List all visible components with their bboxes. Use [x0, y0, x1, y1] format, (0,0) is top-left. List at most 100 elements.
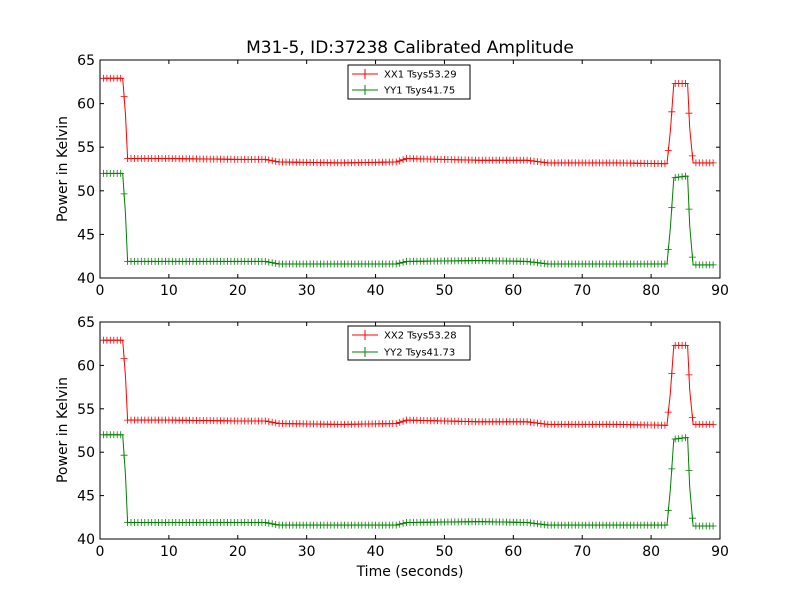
- x-tick-label: 60: [504, 544, 522, 560]
- data-point-marker: [261, 155, 269, 163]
- x-tick-label: 60: [504, 283, 522, 299]
- y-tick-label: 45: [77, 489, 95, 505]
- legend-box: [347, 325, 471, 361]
- x-tick-label: 90: [711, 544, 729, 560]
- data-point-marker: [392, 521, 400, 529]
- data-point-marker: [396, 157, 404, 165]
- legend-label-xx2: XX2 Tsys53.28: [384, 331, 457, 342]
- legend-entry-xx2: XX2 Tsys53.28: [352, 330, 457, 342]
- legend-marker-xx2: [360, 330, 370, 340]
- data-point-marker: [709, 420, 717, 428]
- series-markers: [99, 336, 717, 429]
- subplot-bottom-ticks: 0 10 20 30 40 50 60 70 80 90 40 45 50 55 60 65: [77, 315, 729, 560]
- data-point-marker: [537, 158, 545, 166]
- data-point-marker: [664, 507, 672, 514]
- data-point-marker: [399, 258, 407, 266]
- data-point-marker: [399, 417, 407, 425]
- data-point-marker: [396, 418, 404, 426]
- figure-title: M31-5, ID:37238 Calibrated Amplitude: [246, 38, 574, 58]
- data-point-marker: [668, 204, 676, 211]
- legend-marker-xx1: [360, 69, 370, 79]
- y-tick-label: 40: [77, 271, 95, 287]
- data-point-marker: [675, 173, 683, 181]
- data-point-marker: [530, 258, 538, 266]
- data-point-marker: [268, 157, 276, 165]
- data-point-marker: [117, 336, 125, 344]
- subplot-top-series: [99, 74, 717, 269]
- data-point-marker: [533, 259, 541, 267]
- legend-label-yy2: YY2 Tsys41.73: [383, 348, 455, 359]
- x-tick-label: 30: [298, 544, 316, 560]
- data-point-marker: [709, 159, 717, 167]
- x-tick-label: 70: [573, 544, 591, 560]
- data-point-marker: [661, 521, 669, 529]
- x-tick-label: 50: [436, 283, 454, 299]
- data-point-marker: [120, 355, 128, 362]
- data-point-marker: [117, 74, 125, 82]
- x-tick-label: 80: [642, 283, 660, 299]
- data-point-marker: [265, 258, 273, 266]
- x-tick-label: 20: [229, 283, 247, 299]
- x-tick-label: 20: [229, 544, 247, 560]
- series-markers: [99, 431, 717, 530]
- x-tick-label: 30: [298, 283, 316, 299]
- data-point-marker: [261, 519, 269, 526]
- legend-label-yy1: YY1 Tsys41.75: [383, 86, 455, 97]
- x-axis-label: Time (seconds): [356, 564, 464, 580]
- x-tick-label: 80: [642, 544, 660, 560]
- data-point-marker: [688, 253, 696, 261]
- data-point-marker: [661, 160, 669, 168]
- data-point-marker: [688, 514, 696, 522]
- data-point-marker: [688, 414, 696, 421]
- x-tick-label: 70: [573, 283, 591, 299]
- data-point-marker: [661, 260, 669, 268]
- data-point-marker: [668, 370, 676, 378]
- data-point-marker: [392, 420, 400, 428]
- data-point-marker: [272, 259, 280, 267]
- data-point-marker: [272, 521, 280, 528]
- subplot-bottom-frame: [99, 321, 721, 540]
- data-point-marker: [265, 519, 273, 527]
- data-point-marker: [399, 519, 407, 527]
- data-point-marker: [392, 158, 400, 166]
- data-point-marker: [685, 205, 693, 213]
- data-point-marker: [120, 93, 128, 101]
- data-point-marker: [117, 169, 125, 177]
- data-point-marker: [120, 190, 128, 198]
- data-point-marker: [709, 261, 717, 269]
- subplot-top-legend: XX1 Tsys53.29 YY1 Tsys41.75: [347, 64, 471, 100]
- y-tick-label: 45: [77, 227, 95, 243]
- legend-entry-yy1: YY1 Tsys41.75: [352, 85, 455, 97]
- x-tick-label: 0: [96, 283, 105, 299]
- data-point-marker: [392, 260, 400, 268]
- data-point-marker: [523, 418, 531, 426]
- subplot-top-frame: [99, 59, 721, 279]
- y-tick-label: 50: [77, 184, 95, 200]
- x-tick-label: 10: [160, 544, 178, 560]
- y-tick-label: 40: [77, 532, 95, 548]
- data-point-marker: [396, 520, 404, 528]
- data-point-marker: [268, 259, 276, 267]
- data-point-marker: [678, 173, 686, 181]
- data-point-marker: [682, 341, 690, 349]
- data-point-marker: [668, 108, 676, 116]
- data-point-marker: [682, 172, 690, 180]
- data-point-marker: [709, 522, 717, 530]
- data-point-marker: [530, 157, 538, 165]
- subplot-top: 0 10 20 30 40 50 60 70 80 90 40 45 50 55 60 65 Power in…: [55, 53, 729, 299]
- subplot-bottom-series: [99, 336, 717, 530]
- x-tick-label: 40: [367, 544, 385, 560]
- subplot-top-ylabel: Power in Kelvin: [55, 116, 71, 222]
- data-point-marker: [664, 245, 672, 253]
- x-tick-label: 90: [711, 283, 729, 299]
- data-point-marker: [396, 259, 404, 267]
- x-tick-label: 0: [96, 544, 105, 560]
- x-tick-label: 10: [160, 283, 178, 299]
- series-markers: [99, 169, 717, 269]
- data-point-marker: [685, 109, 693, 117]
- legend-marker-yy1: [360, 85, 370, 95]
- data-point-marker: [523, 257, 531, 265]
- data-point-marker: [265, 156, 273, 164]
- y-tick-label: 65: [77, 53, 95, 69]
